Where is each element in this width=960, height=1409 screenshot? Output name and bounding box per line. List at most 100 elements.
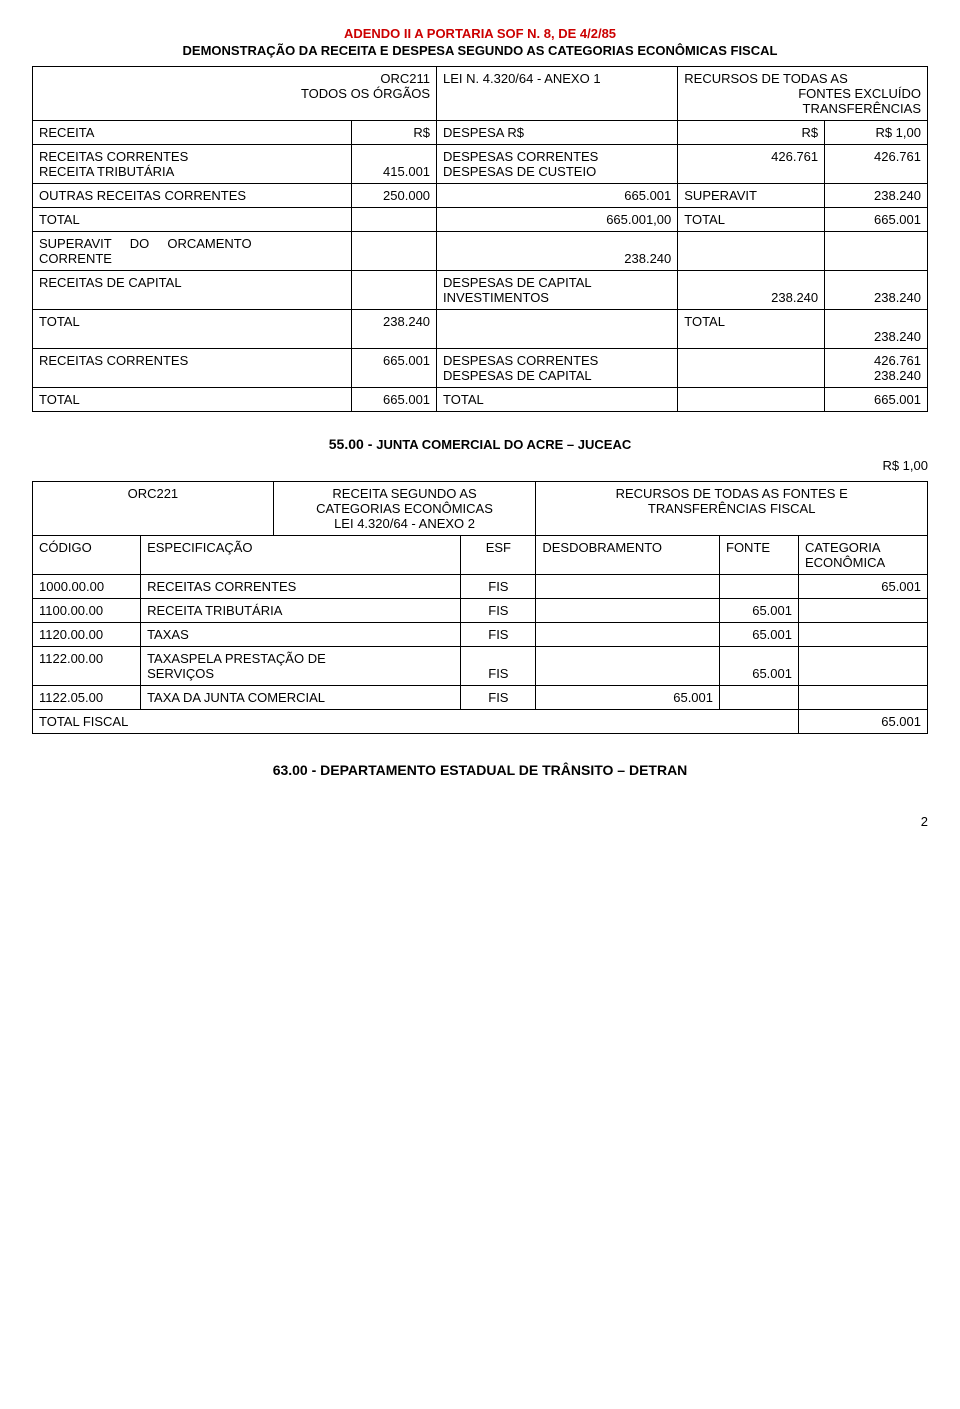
table-row: 1122.05.00 TAXA DA JUNTA COMERCIAL FIS 6… [33,686,928,710]
cell [825,232,928,271]
recursos-line-1: RECURSOS DE TODAS AS [684,71,921,86]
cell: 65.001 [720,599,799,623]
cell-receita-segundo: RECEITA SEGUNDO AS CATEGORIAS ECONÔMICAS… [273,482,536,536]
do: DO [130,236,150,251]
superavit: SUPERAVIT [39,236,112,251]
cell: FIS [461,647,536,686]
cell-recursos: RECURSOS DE TODAS AS FONTES EXCLUÍDO TRA… [678,67,928,121]
cell: TOTAL [33,310,352,349]
cell: 250.000 [352,184,437,208]
cell [678,388,825,412]
cell: SUPERAVIT [678,184,825,208]
cell: 238.240 [825,271,928,310]
total-label: TOTAL [684,314,818,329]
cell: 665.001 [437,184,678,208]
table-row: RECEITAS DE CAPITAL DESPESAS DE CAPITAL … [33,271,928,310]
cell: DESPESA R$ [437,121,678,145]
cell: 1100.00.00 [33,599,141,623]
cell: 238.240 [437,232,678,271]
cell [798,647,927,686]
cell [678,349,825,388]
l2: CATEGORIAS ECONÔMICAS [280,501,530,516]
cell [720,686,799,710]
cell: FIS [461,575,536,599]
receita-tributaria: RECEITA TRIBUTÁRIA [39,164,345,179]
table-row: ORC211 TODOS OS ÓRGÃOS LEI N. 4.320/64 -… [33,67,928,121]
table-row: TOTAL 238.240 TOTAL 238.240 [33,310,928,349]
l2: TRANSFERÊNCIAS FISCAL [542,501,921,516]
cell: 1122.00.00 [33,647,141,686]
cell: 238.240 [825,310,928,349]
cell: 665.001,00 [437,208,678,232]
cell [798,599,927,623]
l3: LEI 4.320/64 - ANEXO 2 [280,516,530,531]
col-codigo: CÓDIGO [33,536,141,575]
l1: RECURSOS DE TODAS AS FONTES E [542,486,921,501]
table-row: SUPERAVIT DO ORCAMENTO CORRENTE 238.240 [33,232,928,271]
cell [798,686,927,710]
cell: TOTAL [33,208,352,232]
despesas-capital: DESPESAS DE CAPITAL [443,275,671,290]
cat-l1: CATEGORIA [805,540,921,555]
cell: 65.001 [720,647,799,686]
cell [536,647,720,686]
table-row: 1122.00.00 TAXASPELA PRESTAÇÃO DE SERVIÇ… [33,647,928,686]
cat-l2: ECONÔMICA [805,555,921,570]
investimentos: INVESTIMENTOS [443,290,671,305]
l1: RECEITA SEGUNDO AS [280,486,530,501]
cell: 1120.00.00 [33,623,141,647]
table-a: ORC211 TODOS OS ÓRGÃOS LEI N. 4.320/64 -… [32,66,928,412]
cell-orc-todos: ORC211 TODOS OS ÓRGÃOS [33,67,437,121]
cell [536,575,720,599]
footer-section: 63.00 - DEPARTAMENTO ESTADUAL DE TRÂNSIT… [32,762,928,778]
cell: TOTAL [33,388,352,412]
table-row: 1120.00.00 TAXAS FIS 65.001 [33,623,928,647]
cell: 665.001 [352,388,437,412]
cell: 1122.05.00 [33,686,141,710]
cell [678,232,825,271]
cell-orc221: ORC221 [33,482,274,536]
cell: TAXA DA JUNTA COMERCIAL [141,686,461,710]
cell: DESPESAS CORRENTES DESPESAS DE CUSTEIO [437,145,678,184]
cell: FIS [461,599,536,623]
table-row: RECEITAS CORRENTES 665.001 DESPESAS CORR… [33,349,928,388]
cell: 65.001 [536,686,720,710]
table-row: RECEITA R$ DESPESA R$ R$ R$ 1,00 [33,121,928,145]
table-row: 1000.00.00 RECEITAS CORRENTES FIS 65.001 [33,575,928,599]
val-a: 426.761 [831,353,921,368]
cell: TOTAL [678,208,825,232]
cell [352,271,437,310]
page-number: 2 [32,814,928,829]
cell: 426.761 [678,145,825,184]
table-row: OUTRAS RECEITAS CORRENTES 250.000 665.00… [33,184,928,208]
recursos-line-2: FONTES EXCLUÍDO [684,86,921,101]
esp-l1: TAXASPELA PRESTAÇÃO DE [147,651,454,666]
header-line-1: ADENDO II A PORTARIA SOF N. 8, DE 4/2/85 [32,26,928,41]
col-espec: ESPECIFICAÇÃO [141,536,461,575]
table-row: TOTAL 665.001 TOTAL 665.001 [33,388,928,412]
section-2-title: 55.00 - JUNTA COMERCIAL DO ACRE – JUCEAC [32,436,928,452]
table-row: TOTAL FISCAL 65.001 [33,710,928,734]
cell: OUTRAS RECEITAS CORRENTES [33,184,352,208]
cell: FIS [461,623,536,647]
despesas-custeio: DESPESAS DE CUSTEIO [443,164,671,179]
total-value: 238.240 [831,329,921,344]
unit-label: R$ 1,00 [32,458,928,473]
cell: 65.001 [798,575,927,599]
cell: DESPESAS DE CAPITAL INVESTIMENTOS [437,271,678,310]
cell: 65.001 [720,623,799,647]
cell [352,232,437,271]
table-row: 1100.00.00 RECEITA TRIBUTÁRIA FIS 65.001 [33,599,928,623]
cell: RECEITAS DE CAPITAL [33,271,352,310]
cell: RECEITA [33,121,352,145]
table-row: TOTAL 665.001,00 TOTAL 665.001 [33,208,928,232]
cell: RECEITAS CORRENTES [141,575,461,599]
cell: 426.761 238.240 [825,349,928,388]
cell: 238.240 [825,184,928,208]
despesas-correntes: DESPESAS CORRENTES [443,149,671,164]
cell: 426.761 [825,145,928,184]
orcamento: ORCAMENTO [167,236,251,251]
cell [536,599,720,623]
esp-l2: SERVIÇOS [147,666,454,681]
cell-recursos-fontes: RECURSOS DE TODAS AS FONTES E TRANSFERÊN… [536,482,928,536]
